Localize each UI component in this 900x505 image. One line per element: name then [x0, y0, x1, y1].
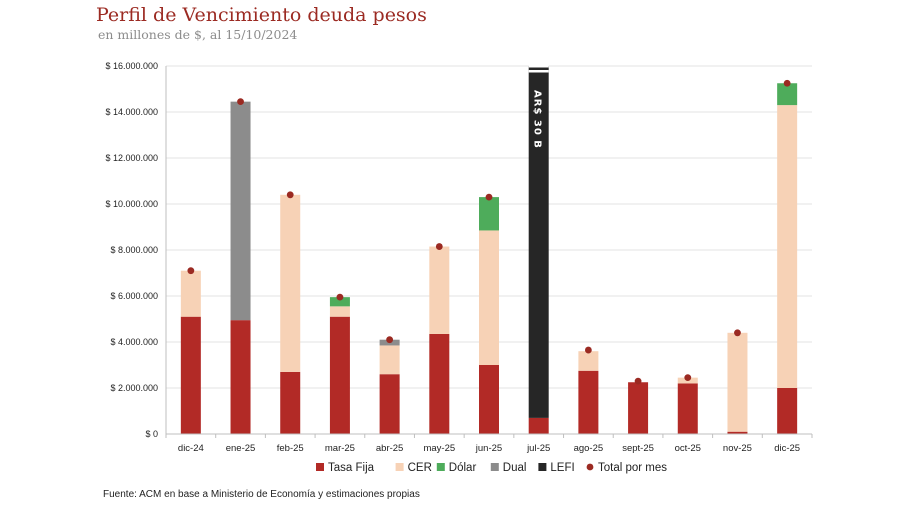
x-tick-label: abr-25: [376, 443, 403, 454]
bar-segment: [429, 246, 450, 334]
total-marker: [435, 243, 443, 250]
y-tick-label: $ 6.000.000: [110, 291, 158, 301]
total-marker: [336, 293, 344, 301]
total-marker: [684, 374, 692, 382]
legend-label: LEFI: [550, 462, 574, 474]
x-axis: dic-24 ene-25 feb-25 mar-25 abr-25 may-25 jun-…: [165, 433, 813, 454]
source-note: Fuente: ACM en base a Ministerio de Econ…: [103, 489, 420, 500]
y-tick-label: $ 12.000.000: [105, 153, 158, 163]
bar-segment: [379, 345, 400, 375]
y-tick-label: $ 10.000.000: [105, 199, 158, 209]
bar-segment: [479, 365, 499, 434]
bar-segment: [628, 382, 649, 434]
bar-segment: [379, 374, 400, 434]
bar-segment: [280, 371, 301, 434]
gridlines: [166, 65, 812, 389]
bar-segment: [528, 417, 549, 434]
break-mark: [528, 65, 549, 68]
legend-swatch: [316, 463, 324, 471]
bar-segment: [180, 270, 201, 317]
legend-swatch: [490, 463, 499, 471]
bar-segment: [329, 297, 350, 307]
x-tick-label: may-25: [423, 443, 455, 454]
total-marker: [584, 346, 592, 354]
bar-segment: [578, 351, 599, 371]
y-tick-label: $ 4.000.000: [110, 337, 158, 347]
bar-segment: [777, 105, 798, 388]
bar-segment: [230, 320, 251, 434]
break-mark: [528, 70, 549, 73]
y-tick-label: $ 2.000.000: [110, 383, 158, 393]
x-tick-label: nov-25: [723, 443, 752, 454]
total-marker: [187, 267, 195, 275]
total-marker: [634, 377, 642, 385]
x-tick-label: jul-25: [526, 443, 550, 454]
bar-segment: [528, 66, 549, 418]
y-axis: $ 0 $ 2.000.000 $ 4.000.000 $ 6.000.000 $ 8.…: [105, 61, 167, 439]
x-tick-label: mar-25: [325, 443, 355, 454]
legend: Tasa Fija CER Dólar Dual LEFI Total por mes: [316, 462, 667, 474]
chart-title: Perfil de Vencimiento deuda pesos: [96, 4, 427, 26]
bar-segment: [329, 316, 350, 434]
total-marker: [286, 191, 294, 199]
legend-swatch: [395, 463, 404, 471]
total-marker: [386, 336, 394, 344]
x-tick-label: sept-25: [622, 443, 654, 454]
legend-swatch: [538, 463, 547, 471]
bar-segment: [727, 431, 748, 434]
chart-subtitle: en millones de $, al 15/10/2024: [98, 27, 298, 42]
bar-segment: [280, 194, 301, 372]
legend-label: Dual: [503, 462, 527, 474]
bar-segment: [578, 370, 599, 434]
bar-segment: [777, 388, 798, 434]
total-marker: [783, 79, 791, 87]
bar-segment: [777, 83, 798, 106]
y-tick-label: $ 14.000.000: [105, 107, 158, 117]
annotation-label: AR$ 30 B: [532, 90, 543, 149]
total-markers: [187, 79, 791, 385]
x-tick-label: dic-25: [774, 443, 800, 454]
annotation: AR$ 30 B: [528, 65, 549, 149]
bar-segment: [329, 306, 350, 317]
x-tick-label: ene-25: [226, 443, 256, 454]
total-marker: [485, 193, 493, 201]
y-tick-label: $ 8.000.000: [110, 245, 158, 255]
bar-segment: [429, 333, 450, 434]
bars: [180, 66, 798, 434]
x-tick-label: dic-24: [178, 443, 204, 454]
bar-segment: [180, 316, 201, 434]
x-tick-label: oct-25: [675, 443, 701, 454]
legend-label: CER: [408, 462, 432, 474]
legend-label: Dólar: [449, 462, 477, 474]
legend-swatch: [586, 463, 594, 471]
legend-label: Tasa Fija: [328, 462, 375, 474]
x-tick-label: jun-25: [475, 443, 502, 454]
bar-segment: [479, 197, 499, 231]
x-tick-label: feb-25: [277, 443, 304, 454]
bar-segment: [727, 332, 748, 432]
bar-segment: [479, 230, 499, 365]
bar-segment: [677, 383, 698, 434]
total-marker: [237, 98, 244, 106]
total-marker: [734, 329, 741, 337]
y-tick-label: $ 16.000.000: [105, 61, 158, 71]
bar-segment: [230, 101, 251, 321]
legend-swatch: [436, 463, 445, 471]
x-tick-label: ago-25: [574, 443, 604, 454]
legend-label: Total por mes: [598, 462, 667, 474]
y-tick-label: $ 0: [145, 429, 158, 439]
